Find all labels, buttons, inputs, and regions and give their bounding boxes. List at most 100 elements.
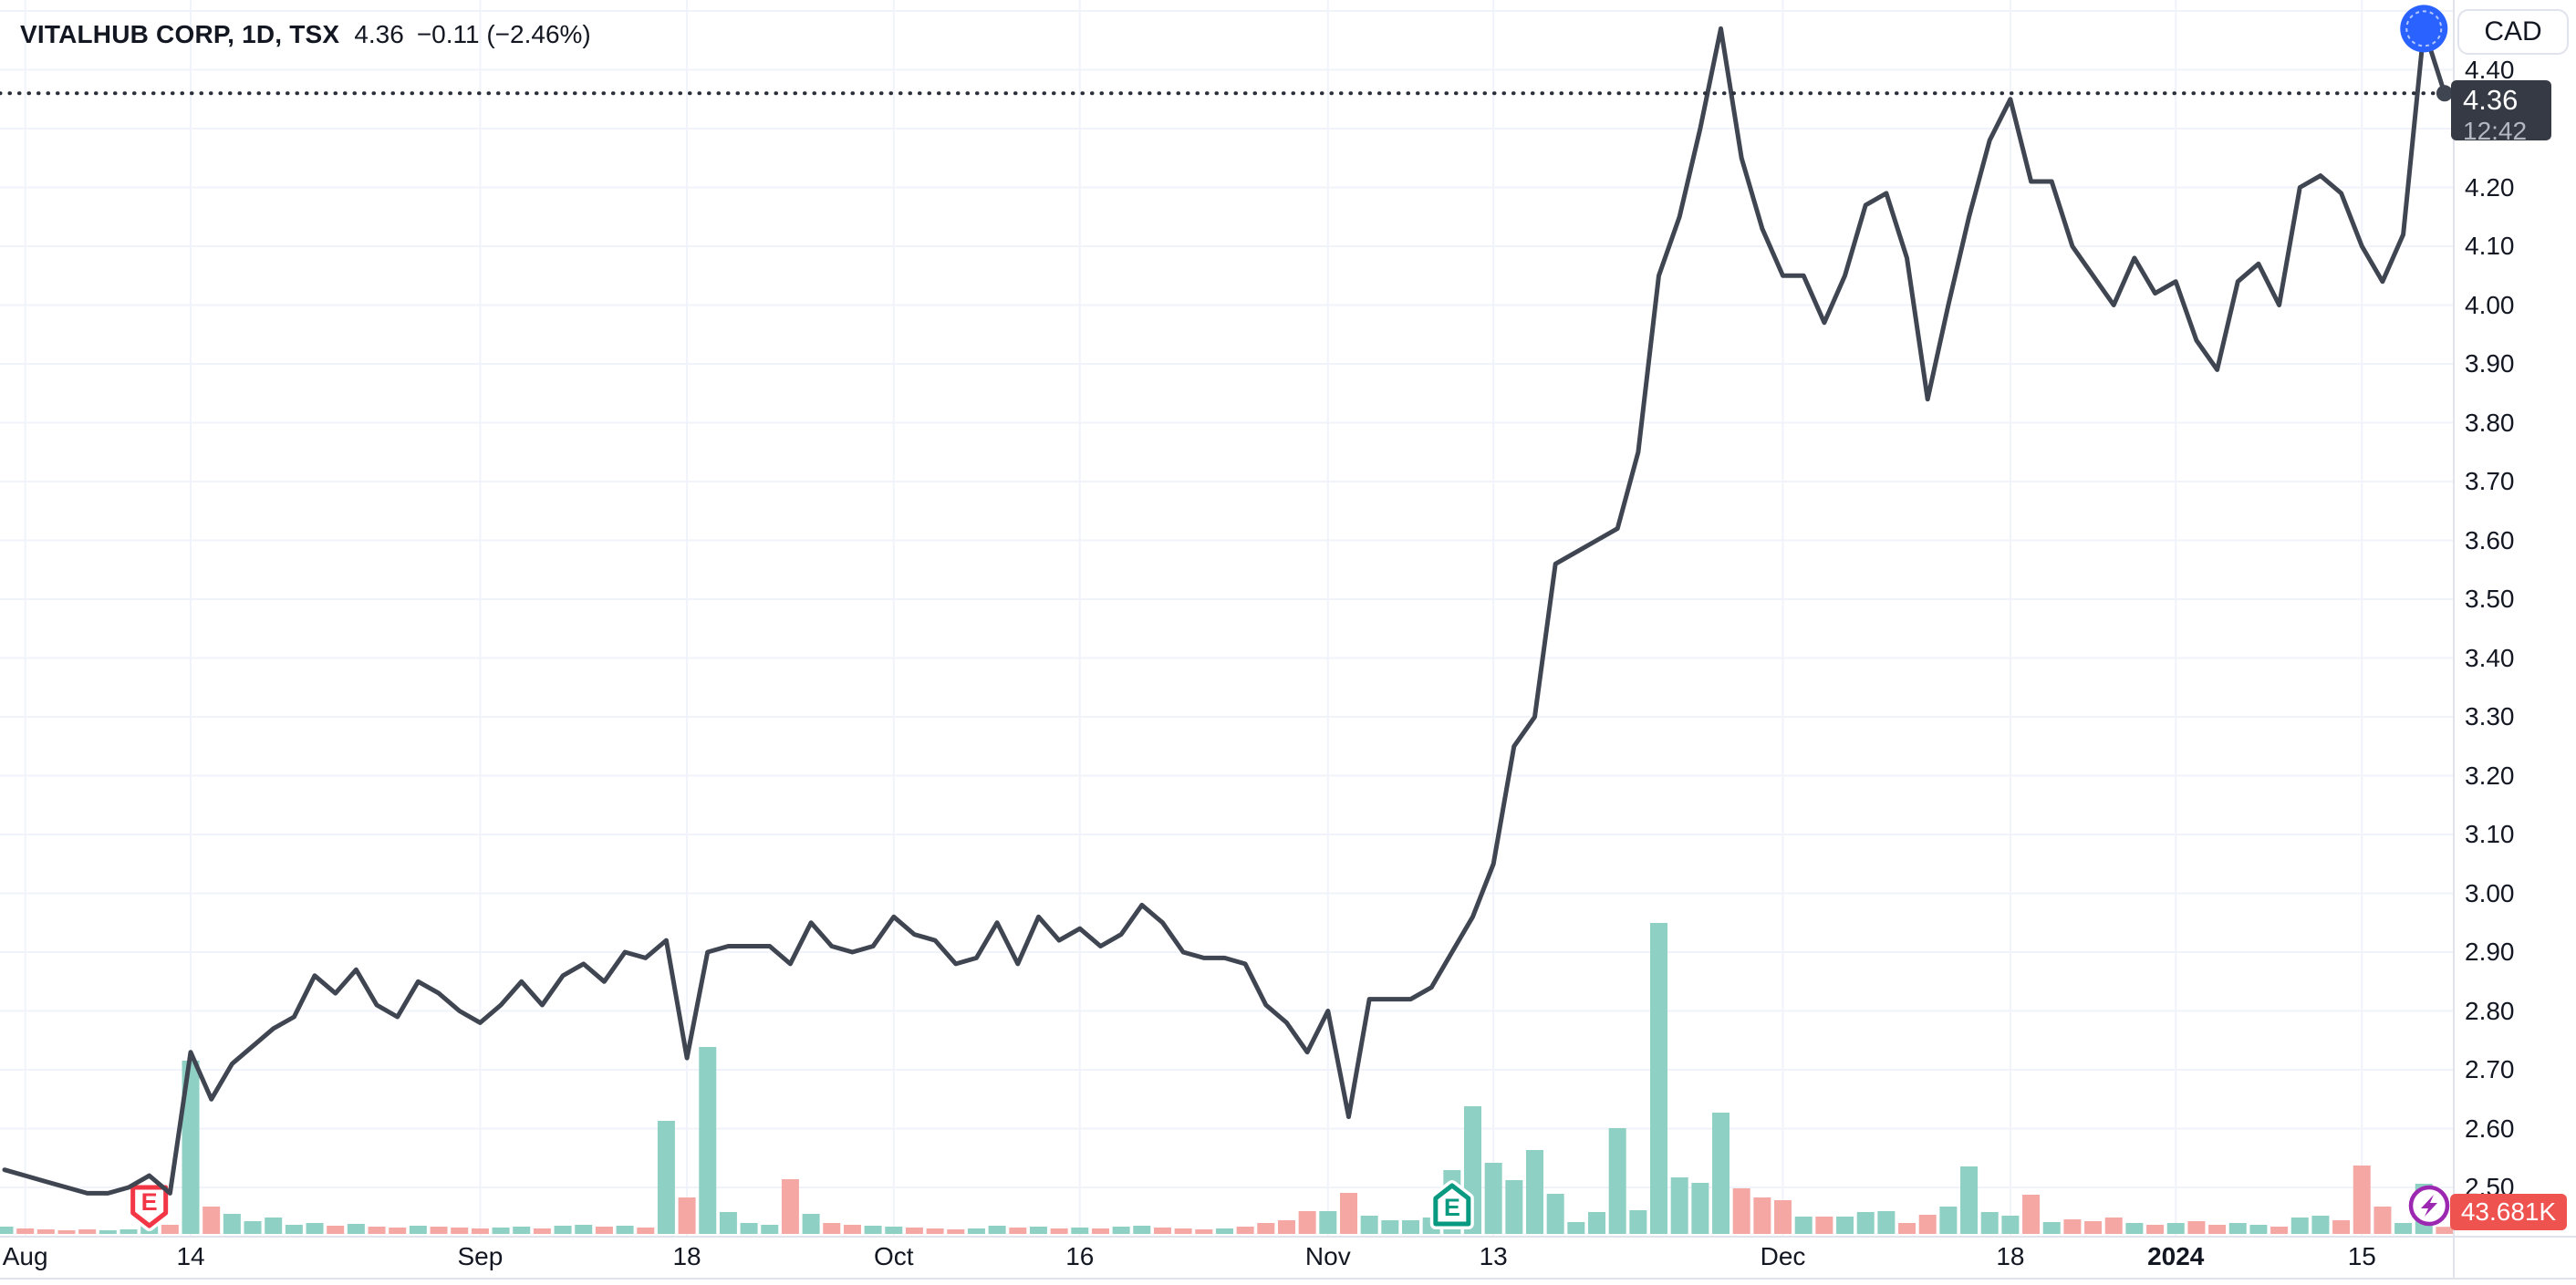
volume-bar — [699, 1047, 717, 1234]
price-axis-label: 3.50 — [2465, 585, 2515, 613]
price-axis-label: 2.80 — [2465, 996, 2515, 1025]
volume-bar — [1588, 1212, 1606, 1234]
volume-bar — [471, 1228, 489, 1234]
volume-bar — [2290, 1218, 2309, 1234]
volume-bar — [1009, 1228, 1027, 1234]
last-price-value: 4.36 — [2463, 84, 2519, 116]
volume-bar — [2001, 1216, 2020, 1234]
volume-bar — [1195, 1229, 1213, 1234]
volume-bar — [78, 1229, 97, 1234]
volume-bar — [244, 1221, 262, 1234]
volume-bar — [265, 1218, 283, 1234]
volume-bar — [2249, 1225, 2268, 1234]
volume-bar — [2166, 1223, 2185, 1234]
volume-bar — [1712, 1113, 1730, 1234]
earnings-icon-down[interactable]: E — [127, 1182, 171, 1231]
currency-button[interactable]: CAD — [2457, 9, 2569, 55]
volume-bar — [1401, 1220, 1419, 1234]
price-axis-label: 3.20 — [2465, 761, 2515, 790]
volume-bar — [905, 1228, 923, 1234]
time-axis-label: 15 — [2347, 1242, 2376, 1270]
time-axis-label: 14 — [176, 1242, 205, 1270]
lightning-icon[interactable] — [2408, 1185, 2450, 1227]
volume-bar — [161, 1225, 179, 1234]
volume-bar — [430, 1227, 448, 1234]
volume-bar — [492, 1228, 510, 1234]
time-axis-label: 18 — [672, 1242, 701, 1270]
volume-bar — [947, 1229, 965, 1234]
gridlines — [0, 0, 2454, 1237]
price-axis-label: 4.40 — [2465, 55, 2515, 84]
volume-bars — [0, 923, 2454, 1234]
volume-bar — [761, 1225, 779, 1234]
volume-bar — [451, 1228, 469, 1234]
time-axis-label: 13 — [1479, 1242, 1508, 1270]
last-price-tooltip: 4.36 12:42 — [2451, 80, 2551, 144]
volume-bar — [1526, 1150, 1544, 1234]
volume-bar — [223, 1214, 241, 1234]
volume-bar — [2270, 1227, 2289, 1234]
volume-bar — [2042, 1222, 2061, 1234]
time-axis-label: Sep — [457, 1242, 504, 1270]
volume-bar — [988, 1226, 1006, 1234]
volume-bar — [2436, 1227, 2454, 1234]
price-axis-label: 4.20 — [2465, 172, 2515, 202]
volume-bar — [1918, 1215, 1937, 1234]
volume-bar — [1236, 1227, 1254, 1234]
volume-bar — [306, 1223, 324, 1234]
price-axis-label: 3.60 — [2465, 525, 2515, 554]
volume-bar — [57, 1230, 76, 1234]
volume-bar — [327, 1226, 345, 1234]
volume-bar — [719, 1212, 737, 1234]
symbol-title[interactable]: VITALHUB CORP, 1D, TSX — [20, 20, 340, 48]
volume-bar — [885, 1227, 903, 1234]
volume-bar — [1133, 1226, 1151, 1234]
volume-bar — [513, 1227, 531, 1234]
volume-bar — [1629, 1210, 1647, 1234]
price-axis-label: 4.10 — [2465, 232, 2515, 260]
price-line-series — [2, 26, 2447, 1196]
volume-bar — [2373, 1207, 2392, 1234]
volume-bar — [0, 1227, 14, 1234]
volume-bar — [1753, 1197, 1771, 1234]
price-axis-label: 2.60 — [2465, 1114, 2515, 1143]
volume-bar — [740, 1223, 758, 1234]
volume-bar — [119, 1229, 138, 1234]
volume-bar — [1546, 1194, 1564, 1234]
time-axis-label: Nov — [1304, 1242, 1351, 1270]
volume-bar — [2125, 1223, 2144, 1234]
volume-bar — [285, 1225, 303, 1234]
volume-bar — [389, 1228, 407, 1234]
volume-bar — [1774, 1200, 1792, 1234]
volume-bar — [595, 1227, 613, 1234]
price-axis-label: 3.00 — [2465, 878, 2515, 907]
volume-bar — [802, 1214, 820, 1234]
volume-bar — [554, 1226, 572, 1234]
volume-bar — [2022, 1195, 2041, 1234]
volume-bar — [368, 1227, 386, 1234]
volume-bar — [843, 1225, 861, 1234]
time-axis-label: Dec — [1760, 1242, 1806, 1270]
volume-bar — [2063, 1219, 2082, 1234]
volume-bar — [637, 1228, 655, 1234]
volume-bar — [2311, 1216, 2330, 1234]
price-axis-label: 3.40 — [2465, 643, 2515, 672]
legend-last-price: 4.36 — [354, 20, 404, 48]
earnings-icon-up[interactable]: E — [1429, 1180, 1474, 1229]
volume-bar — [36, 1229, 55, 1234]
volume-bar — [1298, 1211, 1316, 1234]
volume-bar — [2104, 1218, 2123, 1234]
volume-bar — [1029, 1227, 1047, 1234]
volume-bar — [2332, 1220, 2351, 1234]
volume-bar — [1608, 1128, 1626, 1234]
symbol-legend[interactable]: VITALHUB CORP, 1D, TSX 4.36 −0.11 (−2.46%) — [20, 20, 591, 49]
time-axis-label: Aug — [2, 1242, 48, 1270]
volume-bar — [1691, 1183, 1709, 1234]
volume-bar — [1112, 1227, 1130, 1234]
volume-bar — [16, 1228, 35, 1234]
volume-bar — [2228, 1223, 2247, 1234]
last-price-time: 12:42 — [2463, 117, 2528, 145]
